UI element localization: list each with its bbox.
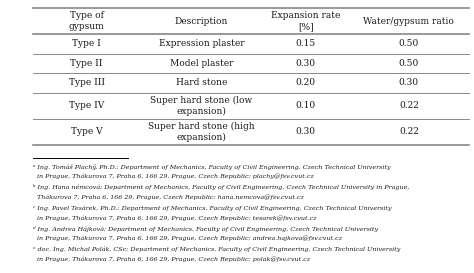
Text: Type IV: Type IV [69,101,104,110]
Text: Super hard stone (high
expansion): Super hard stone (high expansion) [148,122,255,141]
Text: 0.22: 0.22 [399,127,419,136]
Text: in Prague, Thákurova 7, Praha 6, 166 29, Prague, Czech Republic; andrea.hajkova@: in Prague, Thákurova 7, Praha 6, 166 29,… [33,236,342,241]
Text: Super hard stone (low
expansion): Super hard stone (low expansion) [150,96,253,115]
Text: 0.20: 0.20 [296,78,316,87]
Text: Type V: Type V [71,127,102,136]
Text: 0.15: 0.15 [296,39,316,48]
Text: Expression plaster: Expression plaster [159,39,244,48]
Text: in Prague, Thákurova 7, Praha 6, 166 29, Prague, Czech Republic; tesarek@fsv.cvu: in Prague, Thákurova 7, Praha 6, 166 29,… [33,215,317,221]
Text: Hard stone: Hard stone [176,78,227,87]
Text: ᵇ Ing. Hana némcová; Department of Mechanics, Faculty of Civil Engineering, Czec: ᵇ Ing. Hana némcová; Department of Mecha… [33,185,410,191]
Text: Description: Description [175,17,228,26]
Text: Model plaster: Model plaster [170,59,233,68]
Text: Thákurova 7, Praha 6, 166 29, Prague, Czech Republic; hana.nemcova@fsv.cvut.cz: Thákurova 7, Praha 6, 166 29, Prague, Cz… [33,194,304,200]
Text: 0.30: 0.30 [296,127,316,136]
Text: 0.10: 0.10 [296,101,316,110]
Text: Type I: Type I [72,39,101,48]
Text: ᵈ Ing. Andrea Hájková; Department of Mechanics, Faculty of Civil Engineering, Cz: ᵈ Ing. Andrea Hájková; Department of Mec… [33,226,378,232]
Text: Type II: Type II [70,59,103,68]
Text: 0.22: 0.22 [399,101,419,110]
Text: in Prague, Thákurova 7, Praha 6, 166 29, Prague, Czech Republic; polak@fsv.cvut.: in Prague, Thákurova 7, Praha 6, 166 29,… [33,256,310,262]
Text: in Prague, Thákurova 7, Praha 6, 166 29, Prague, Czech Republic; plachy@fsv.cvut: in Prague, Thákurova 7, Praha 6, 166 29,… [33,174,314,179]
Text: ᵉ doc. Ing. Michal Polák, CSc; Department of Mechanics, Faculty of Civil Enginee: ᵉ doc. Ing. Michal Polák, CSc; Departmen… [33,247,401,252]
Text: 0.30: 0.30 [399,78,419,87]
Text: ᵃ Ing. Tomáš Plachý, Ph.D.; Department of Mechanics, Faculty of Civil Engineerin: ᵃ Ing. Tomáš Plachý, Ph.D.; Department o… [33,164,391,170]
Text: Expansion rate
[%]: Expansion rate [%] [271,11,340,31]
Text: 0.50: 0.50 [399,39,419,48]
Text: 0.30: 0.30 [296,59,316,68]
Text: 0.50: 0.50 [399,59,419,68]
Text: Type of
gypsum: Type of gypsum [69,11,104,31]
Text: Type III: Type III [69,78,104,87]
Text: ᶜ Ing. Pavel Tesárek, Ph.D.; Department of Mechanics, Faculty of Civil Engineeri: ᶜ Ing. Pavel Tesárek, Ph.D.; Department … [33,205,392,211]
Text: Water/gypsum ratio: Water/gypsum ratio [364,17,454,26]
